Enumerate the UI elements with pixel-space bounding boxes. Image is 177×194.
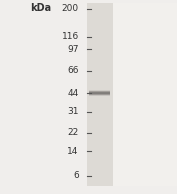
- Text: 116: 116: [62, 32, 79, 41]
- Text: 66: 66: [67, 66, 79, 75]
- Bar: [113, 3, 177, 186]
- Text: 14: 14: [67, 147, 79, 156]
- Text: 6: 6: [73, 171, 79, 180]
- Bar: [87, 3, 113, 186]
- Text: kDa: kDa: [30, 3, 51, 13]
- Text: 97: 97: [67, 45, 79, 54]
- Text: 31: 31: [67, 107, 79, 116]
- Text: 22: 22: [67, 128, 79, 137]
- Text: 200: 200: [62, 4, 79, 13]
- Text: 44: 44: [67, 89, 79, 98]
